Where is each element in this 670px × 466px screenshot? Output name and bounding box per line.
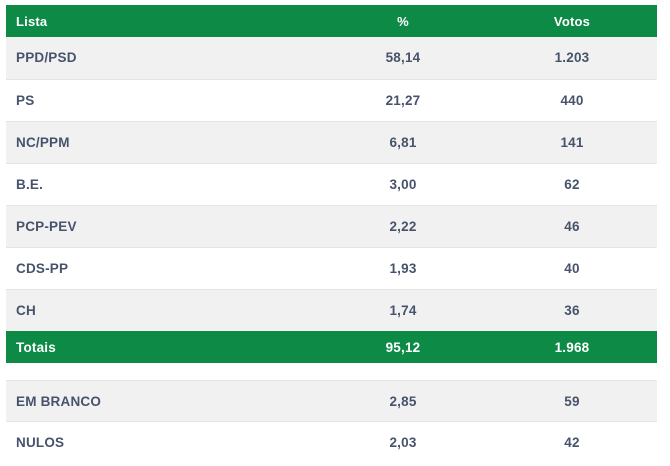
other-votes-count: 42	[564, 434, 580, 450]
other-votes-label: NULOS	[16, 434, 65, 450]
totals-row: Totais 95,12 1.968	[6, 331, 657, 363]
party-result-row: PCP-PEV 2,22 46	[6, 205, 657, 247]
party-percent: 21,27	[385, 92, 421, 108]
party-name: PPD/PSD	[16, 50, 77, 66]
party-votes: 1.203	[554, 50, 590, 66]
other-votes-label: EM BRANCO	[16, 393, 102, 409]
results-table: Lista % Votos PPD/PSD 58,14 1.203 PS 21,…	[6, 5, 657, 363]
party-result-row: CDS-PP 1,93 40	[6, 247, 657, 289]
party-result-row: PS 21,27 440	[6, 79, 657, 121]
other-votes-row: EM BRANCO 2,85 59	[6, 380, 657, 422]
column-header-lista: Lista	[6, 5, 319, 37]
party-votes: 141	[560, 134, 584, 150]
totals-votes: 1.968	[487, 331, 657, 363]
party-percent: 1,74	[389, 302, 417, 318]
party-result-row: NC/PPM 6,81 141	[6, 121, 657, 163]
table-gap	[6, 363, 657, 380]
blank-null-table-body: EM BRANCO 2,85 59 NULOS 2,03 42	[6, 380, 657, 463]
blank-null-votes-table: EM BRANCO 2,85 59 NULOS 2,03 42	[6, 380, 657, 463]
party-result-row: B.E. 3,00 62	[6, 163, 657, 205]
table-header-row: Lista % Votos	[6, 5, 657, 37]
party-votes: 36	[564, 302, 580, 318]
other-votes-percent: 2,03	[389, 434, 417, 450]
totals-label: Totais	[6, 331, 319, 363]
party-votes: 40	[564, 260, 580, 276]
party-name: CDS-PP	[16, 260, 69, 276]
party-name: CH	[16, 302, 36, 318]
totals-percent: 95,12	[319, 331, 487, 363]
party-percent: 2,22	[389, 218, 417, 234]
other-votes-row: NULOS 2,03 42	[6, 421, 657, 463]
column-header-percent: %	[319, 5, 487, 37]
results-table-body: PPD/PSD 58,14 1.203 PS 21,27 440 NC/PPM …	[6, 37, 657, 331]
party-percent: 3,00	[389, 176, 417, 192]
party-percent: 1,93	[389, 260, 417, 276]
party-name: PCP-PEV	[16, 218, 77, 234]
party-votes: 440	[560, 92, 584, 108]
party-votes: 62	[564, 176, 580, 192]
party-percent: 58,14	[385, 50, 421, 66]
column-header-votos: Votos	[487, 5, 657, 37]
party-name: PS	[16, 92, 35, 108]
party-percent: 6,81	[389, 134, 417, 150]
party-result-row: PPD/PSD 58,14 1.203	[6, 37, 657, 79]
party-name: NC/PPM	[16, 134, 70, 150]
party-result-row: CH 1,74 36	[6, 289, 657, 331]
other-votes-count: 59	[564, 393, 580, 409]
other-votes-percent: 2,85	[389, 393, 417, 409]
party-votes: 46	[564, 218, 580, 234]
party-name: B.E.	[16, 176, 44, 192]
